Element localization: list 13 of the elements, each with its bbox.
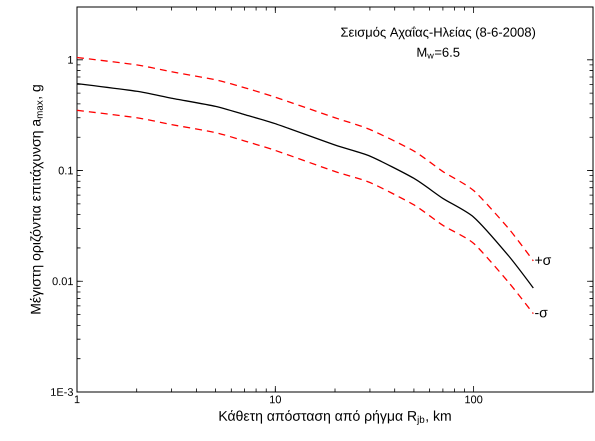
annotation: Σεισμός Αχαΐας-Ηλείας (8-6-2008) <box>341 26 536 40</box>
y-axis-title: Μέγιστη οριζόντια επιτάχυνση a$_{max}$, g <box>30 85 44 314</box>
y-tick-label: 1 <box>68 56 73 64</box>
y-tick-label: 1E-3 <box>51 388 73 396</box>
annotation: M$_{w}$=6.5 <box>417 48 460 58</box>
x-tick-label: 1 <box>74 396 80 404</box>
series-label: -σ <box>535 310 548 318</box>
x-axis-title: Κάθετη απόσταση από ρήγμα R$_{jb}$, km <box>220 410 451 425</box>
y-tick-label: 0.01 <box>52 277 73 286</box>
y-tick-label: 0.1 <box>58 166 73 174</box>
x-tick-label: 10 <box>270 396 281 404</box>
x-tick-label: 100 <box>465 396 482 404</box>
series-label: +σ <box>535 256 552 265</box>
